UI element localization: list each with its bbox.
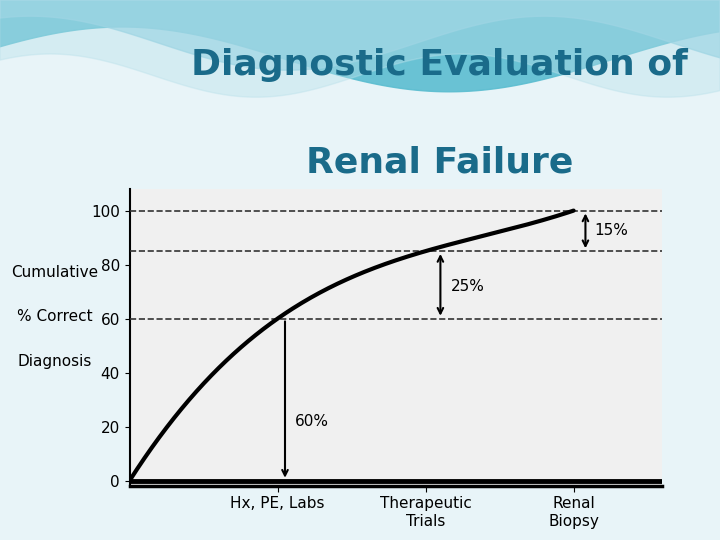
Text: 15%: 15% bbox=[594, 224, 628, 238]
Text: 60%: 60% bbox=[295, 414, 329, 429]
Text: % Correct: % Correct bbox=[17, 309, 93, 324]
Text: 25%: 25% bbox=[451, 279, 485, 294]
Text: Renal Failure: Renal Failure bbox=[305, 145, 573, 179]
Text: Diagnostic Evaluation of: Diagnostic Evaluation of bbox=[191, 48, 688, 82]
Text: Cumulative: Cumulative bbox=[12, 265, 99, 280]
Text: Diagnosis: Diagnosis bbox=[18, 354, 92, 369]
